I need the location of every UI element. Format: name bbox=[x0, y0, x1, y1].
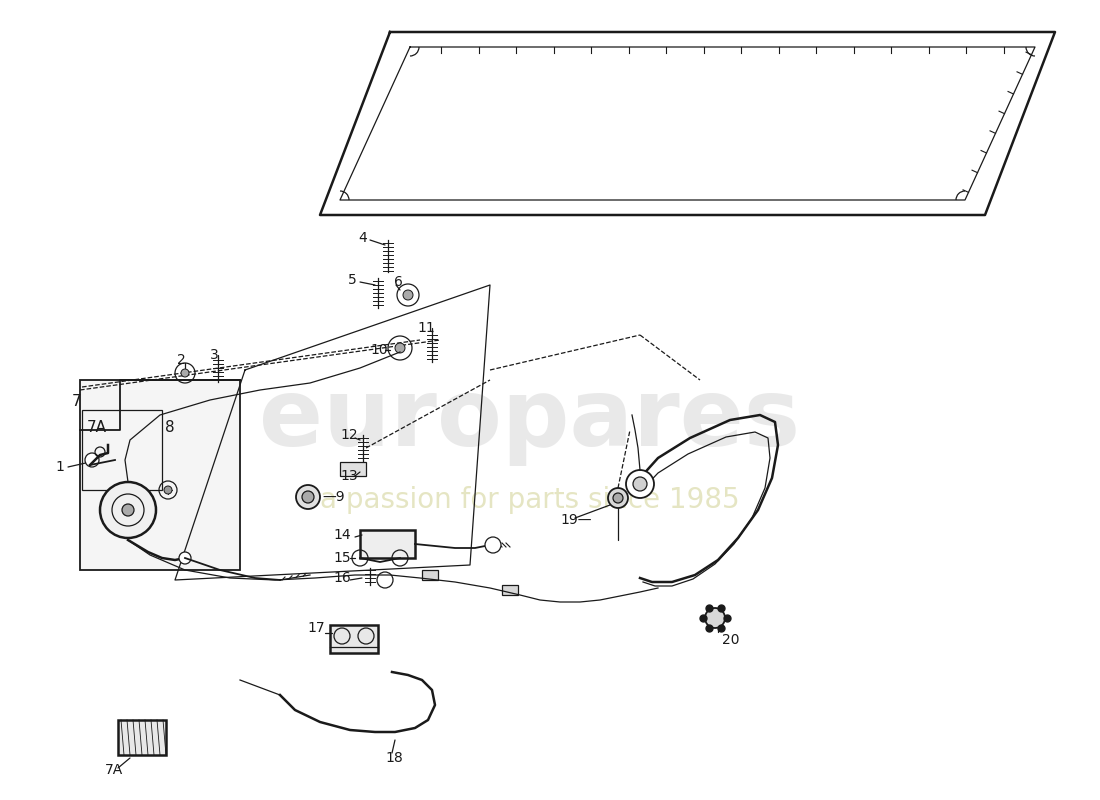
Bar bbox=[330, 625, 378, 653]
Circle shape bbox=[296, 485, 320, 509]
Text: 3: 3 bbox=[210, 348, 219, 362]
Text: 17: 17 bbox=[307, 621, 324, 635]
Bar bbox=[340, 462, 366, 476]
Text: 2: 2 bbox=[177, 353, 186, 367]
Text: 8: 8 bbox=[165, 421, 175, 435]
Circle shape bbox=[705, 608, 725, 628]
Bar bbox=[422, 570, 438, 580]
Circle shape bbox=[179, 552, 191, 564]
Text: 16: 16 bbox=[333, 571, 351, 585]
Circle shape bbox=[395, 343, 405, 353]
Text: 5: 5 bbox=[348, 273, 356, 287]
Text: 15: 15 bbox=[333, 551, 351, 565]
Text: europares: europares bbox=[260, 374, 801, 466]
Circle shape bbox=[302, 491, 313, 503]
Circle shape bbox=[485, 537, 501, 553]
Bar bbox=[502, 585, 518, 595]
Circle shape bbox=[632, 477, 647, 491]
Text: 7: 7 bbox=[72, 394, 81, 410]
Circle shape bbox=[100, 482, 156, 538]
Circle shape bbox=[613, 493, 623, 503]
Text: a passion for parts since 1985: a passion for parts since 1985 bbox=[320, 486, 740, 514]
Text: 19—: 19— bbox=[560, 513, 592, 527]
Circle shape bbox=[122, 504, 134, 516]
Text: 12: 12 bbox=[340, 428, 358, 442]
Text: 7A: 7A bbox=[104, 763, 123, 777]
Text: 11: 11 bbox=[417, 321, 434, 335]
Text: 14: 14 bbox=[333, 528, 351, 542]
Text: 13: 13 bbox=[340, 469, 358, 483]
Text: 1: 1 bbox=[55, 460, 64, 474]
Circle shape bbox=[164, 486, 172, 494]
Circle shape bbox=[626, 470, 654, 498]
Text: 7A: 7A bbox=[87, 421, 107, 435]
Circle shape bbox=[182, 369, 189, 377]
Bar bbox=[118, 720, 166, 755]
Text: 10: 10 bbox=[370, 343, 387, 357]
Text: —9: —9 bbox=[322, 490, 344, 504]
Bar bbox=[360, 530, 415, 558]
Bar bbox=[82, 410, 162, 490]
Text: 18: 18 bbox=[385, 751, 403, 765]
Circle shape bbox=[608, 488, 628, 508]
Circle shape bbox=[85, 453, 99, 467]
Text: 4: 4 bbox=[358, 231, 366, 245]
Text: 20: 20 bbox=[722, 633, 739, 647]
Circle shape bbox=[403, 290, 412, 300]
Text: 6: 6 bbox=[394, 275, 403, 289]
Bar bbox=[80, 380, 240, 570]
